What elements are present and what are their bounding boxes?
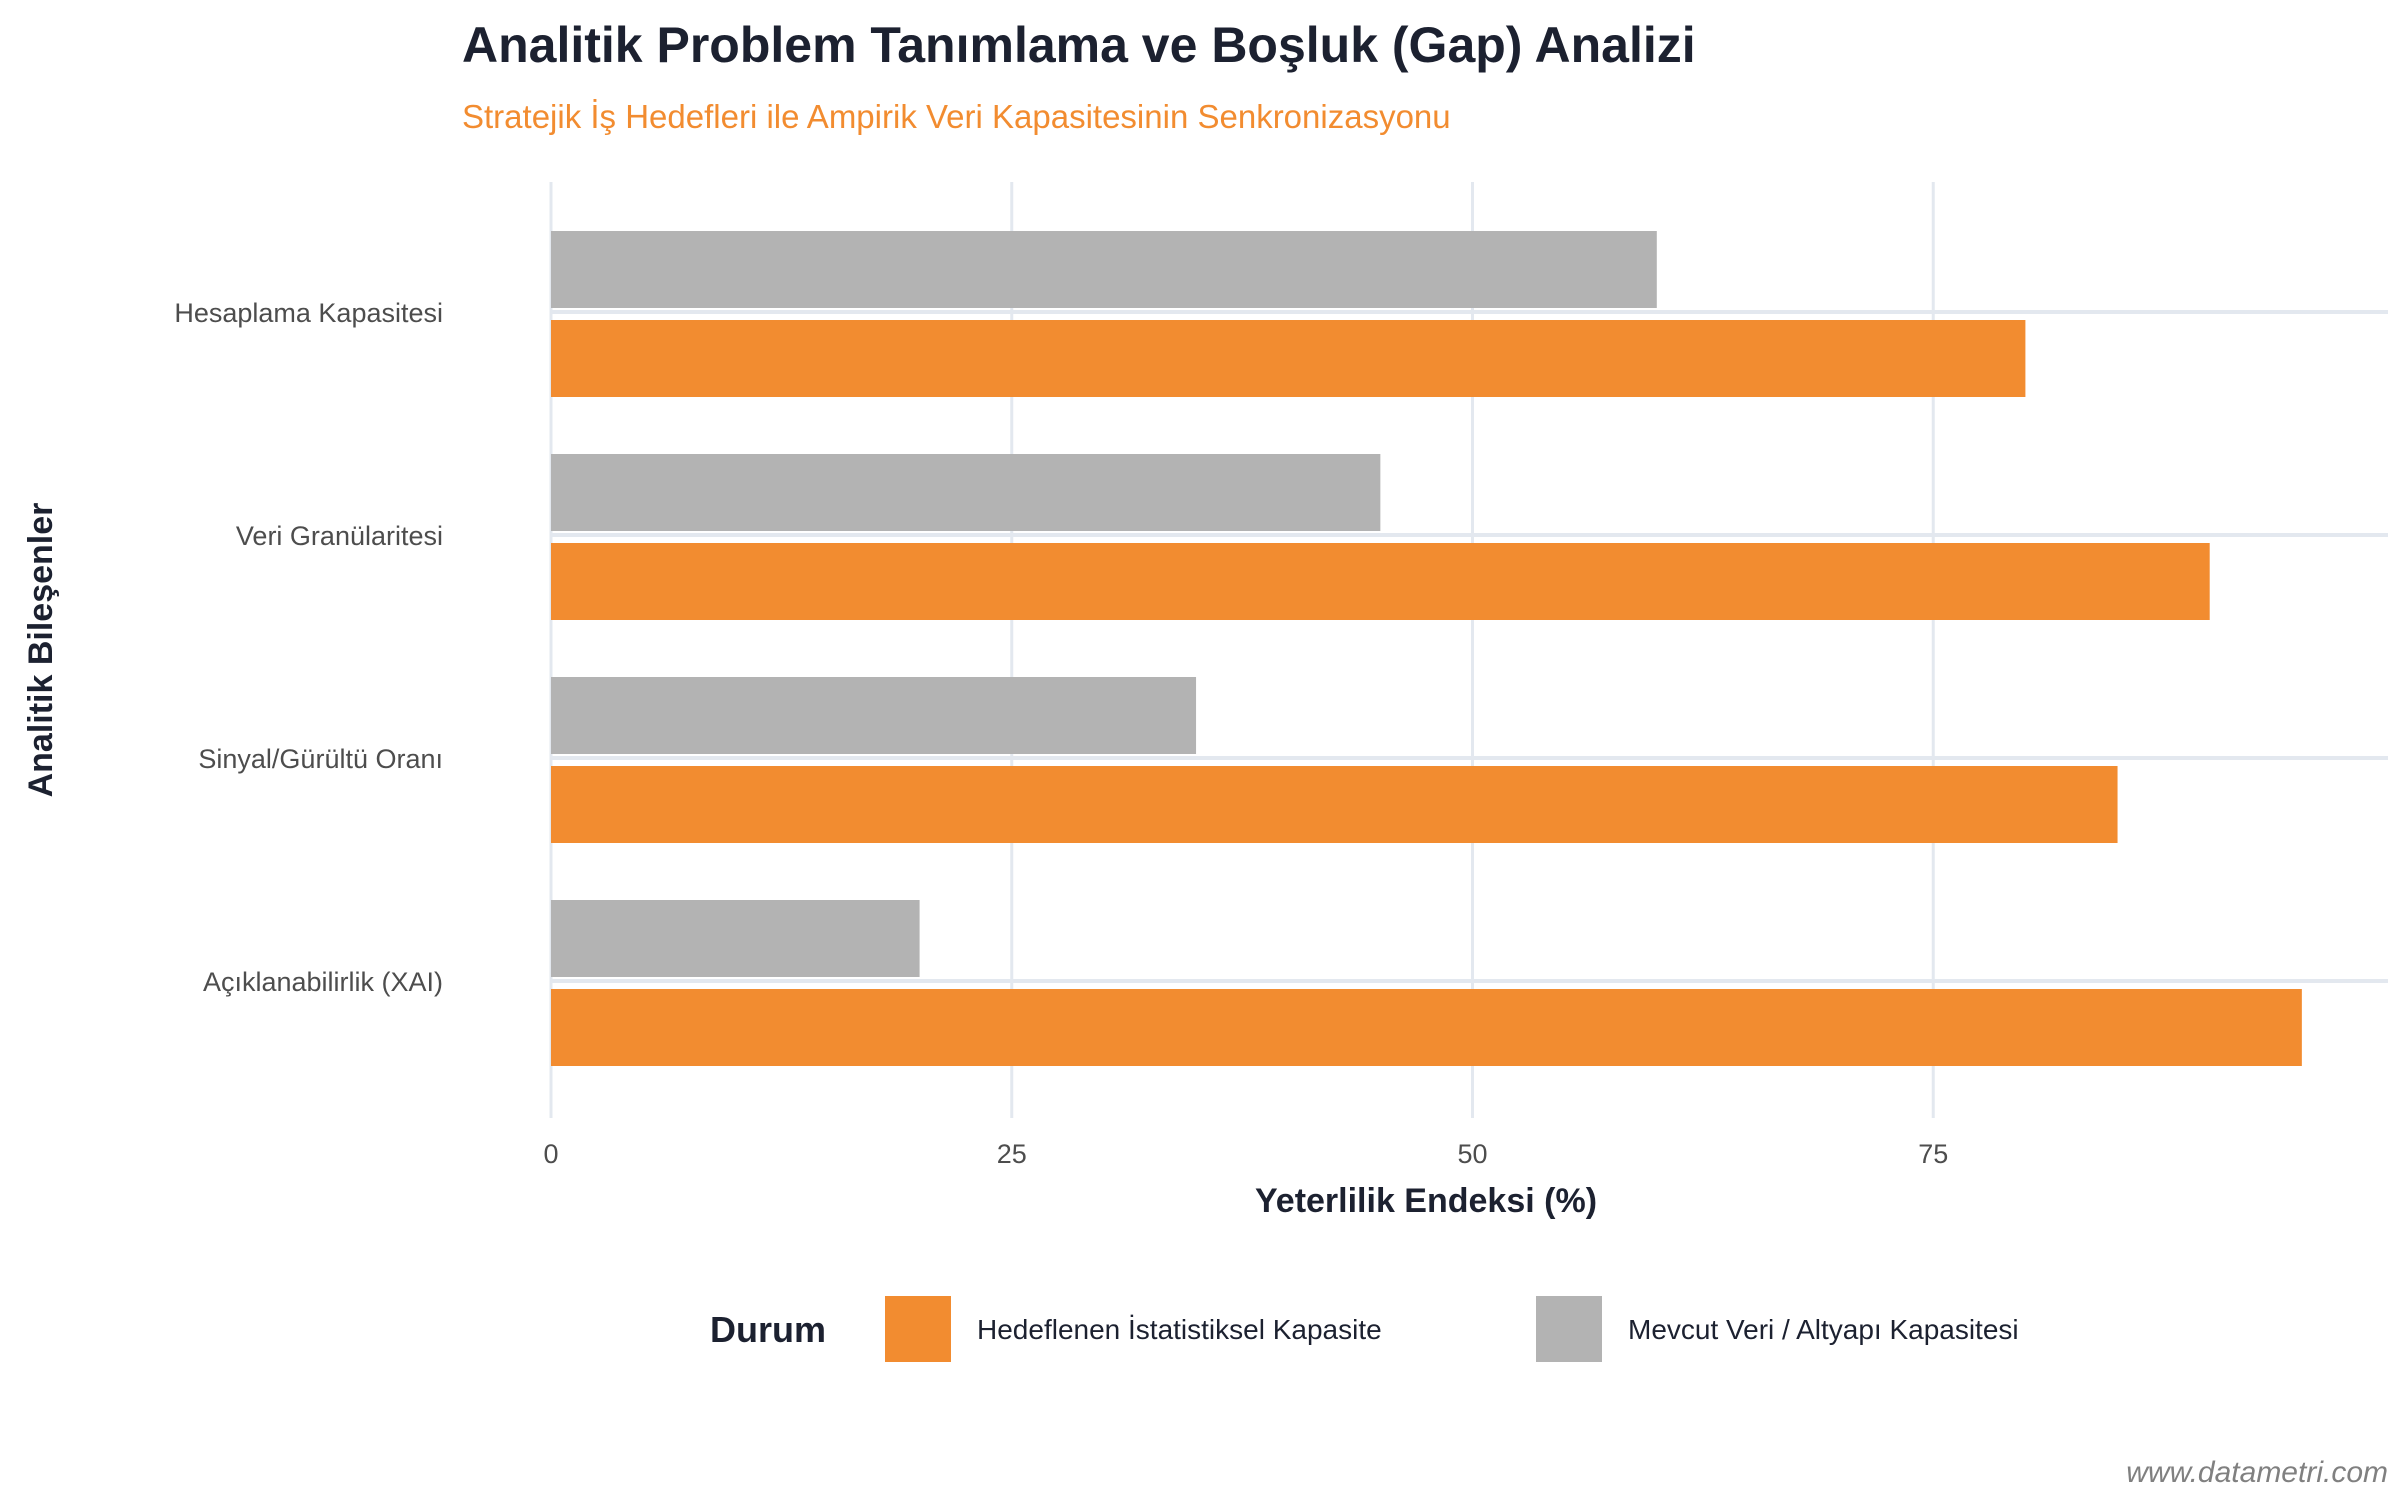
bar-target — [551, 320, 2026, 397]
legend-label-target: Hedeflenen İstatistiksel Kapasite — [977, 1314, 1382, 1345]
bar-current — [551, 231, 1657, 308]
bar-current — [551, 454, 1381, 531]
x-axis-title: Yeterlilik Endeksi (%) — [1255, 1182, 1597, 1220]
x-tick-label: 25 — [997, 1139, 1027, 1169]
legend-title: Durum — [710, 1309, 826, 1350]
y-tick-label: Veri Granülaritesi — [236, 521, 443, 551]
x-tick-label: 50 — [1457, 1139, 1487, 1169]
legend-label-current: Mevcut Veri / Altyapı Kapasitesi — [1628, 1314, 2019, 1345]
x-tick-label: 75 — [1918, 1139, 1948, 1169]
y-tick-label: Hesaplama Kapasitesi — [174, 298, 443, 328]
bars — [551, 231, 2302, 1066]
bar-current — [551, 900, 920, 977]
y-tick-label: Açıklanabilirlik (XAI) — [203, 967, 443, 997]
bar-target — [551, 989, 2302, 1066]
y-tick-labels: Hesaplama Kapasitesi Veri Granülaritesi Si… — [174, 298, 443, 997]
bar-target — [551, 543, 2210, 620]
chart-title: Analitik Problem Tanımlama ve Boşluk (Ga… — [462, 17, 1696, 73]
watermark: www.datametri.com — [2126, 1456, 2388, 1489]
y-axis-title: Analitik Bileşenler — [22, 503, 60, 798]
legend-swatch-target — [885, 1296, 951, 1362]
legend-swatch-current — [1536, 1296, 1602, 1362]
x-tick-label: 0 — [543, 1139, 558, 1169]
chart-subtitle: Stratejik İş Hedefleri ile Ampirik Veri … — [462, 98, 1451, 135]
bar-current — [551, 677, 1197, 754]
legend: Durum Hedeflenen İstatistiksel Kapasite … — [710, 1296, 2019, 1362]
y-tick-label: Sinyal/Gürültü Oranı — [198, 744, 443, 774]
x-tick-labels: 0 25 50 75 — [543, 1139, 1948, 1169]
bar-target — [551, 766, 2118, 843]
